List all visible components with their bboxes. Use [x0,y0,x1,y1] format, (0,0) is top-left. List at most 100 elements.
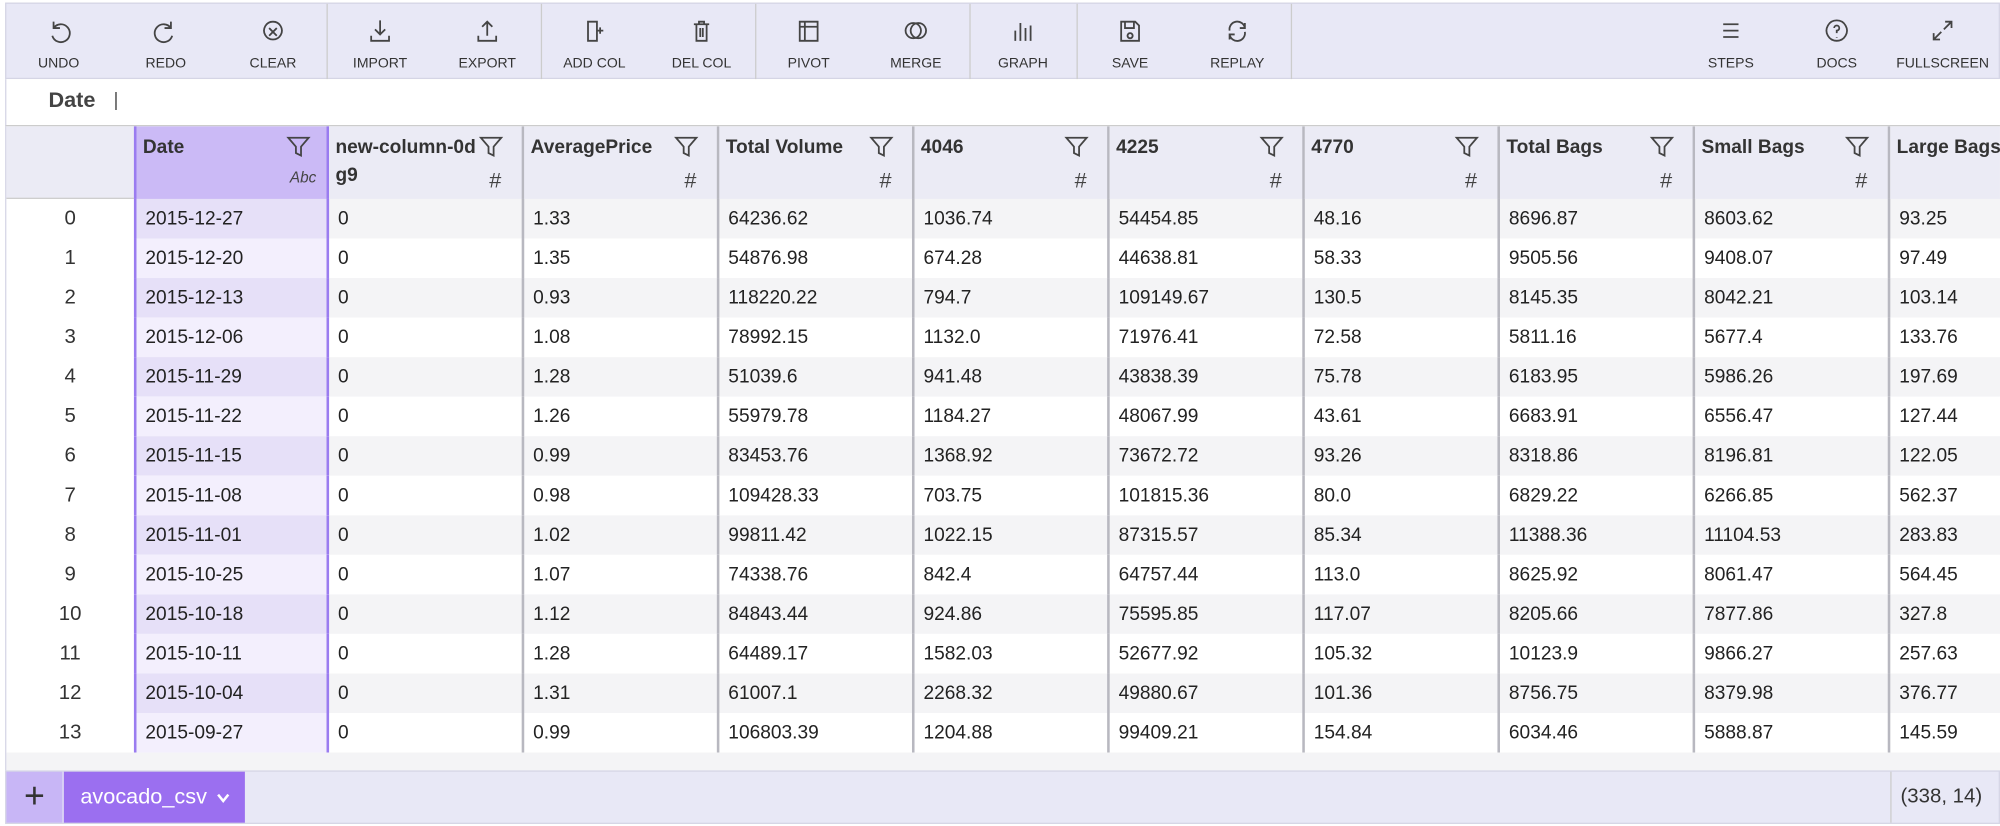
table-cell[interactable]: 99811.42 [719,515,915,555]
filter-icon[interactable] [1259,134,1285,160]
toolbar-button[interactable]: STEPS [1677,8,1784,77]
table-cell[interactable]: 8756.75 [1500,673,1696,714]
table-cell[interactable]: 51039.6 [719,357,915,397]
table-cell[interactable]: 6034.46 [1500,713,1696,753]
table-cell[interactable]: 2015-12-06 [133,317,330,358]
table-cell[interactable]: 2015-10-11 [133,633,330,674]
table-cell[interactable]: 6556.47 [1695,396,1891,437]
table-cell[interactable]: 0 [329,475,525,516]
table-cell[interactable]: 49880.67 [1110,673,1305,714]
table-cell[interactable]: 105.32 [1305,633,1500,674]
table-cell[interactable]: 0 [329,713,525,753]
table-cell[interactable]: 0 [329,594,525,634]
table-cell[interactable]: 99409.21 [1110,713,1305,753]
toolbar-button[interactable]: PIVOT [755,8,862,77]
table-cell[interactable]: 133.76 [1890,318,2000,358]
column-header[interactable]: Total Bags # [1499,126,1696,199]
table-cell[interactable]: 9866.27 [1695,633,1891,674]
table-cell[interactable]: 145.59 [1890,713,2000,753]
table-cell[interactable]: 154.84 [1305,713,1500,753]
table-cell[interactable]: 83453.76 [719,436,915,476]
table-cell[interactable]: 71976.41 [1110,317,1305,358]
table-cell[interactable]: 1.12 [524,594,720,634]
table-cell[interactable]: 8042.21 [1695,278,1891,318]
table-cell[interactable]: 327.8 [1890,594,2000,634]
table-cell[interactable]: 6683.91 [1500,396,1696,437]
table-cell[interactable]: 109149.67 [1110,278,1305,318]
table-cell[interactable]: 48067.99 [1110,396,1305,437]
table-cell[interactable]: 2015-11-29 [133,357,330,397]
table-cell[interactable]: 0.99 [524,713,720,753]
column-header[interactable]: Small Bags # [1695,126,1891,199]
toolbar-button[interactable]: DEL COL [648,8,755,77]
table-cell[interactable]: 122.05 [1890,436,2000,476]
table-cell[interactable]: 8196.81 [1695,436,1891,476]
table-cell[interactable]: 113.0 [1305,554,1500,595]
table-cell[interactable]: 1036.74 [915,198,1110,239]
table-cell[interactable]: 2015-11-22 [133,396,330,437]
table-cell[interactable]: 8205.66 [1500,594,1696,634]
filter-icon[interactable] [286,134,312,160]
table-cell[interactable]: 117.07 [1305,594,1500,634]
table-cell[interactable]: 5888.87 [1695,713,1891,753]
table-cell[interactable]: 197.69 [1890,357,2000,397]
column-header[interactable]: 4225 # [1109,126,1305,199]
table-cell[interactable]: 6829.22 [1500,475,1696,516]
table-cell[interactable]: 78992.15 [719,317,915,358]
table-cell[interactable]: 842.4 [915,554,1110,595]
table-cell[interactable]: 1184.27 [915,396,1110,437]
table-cell[interactable]: 11388.36 [1500,515,1696,555]
table-cell[interactable]: 0 [329,357,525,397]
table-cell[interactable]: 1.02 [524,515,720,555]
table-cell[interactable]: 1.33 [524,198,720,239]
table-cell[interactable]: 0 [329,198,525,239]
filter-icon[interactable] [869,134,895,160]
table-cell[interactable]: 1.28 [524,357,720,397]
toolbar-button[interactable]: FULLSCREEN [1889,8,1996,77]
table-cell[interactable]: 109428.33 [719,475,915,516]
table-cell[interactable]: 101.36 [1305,673,1500,714]
column-header[interactable]: Total Volume # [719,126,915,199]
table-cell[interactable]: 87315.57 [1110,515,1305,555]
table-cell[interactable]: 64236.62 [719,198,915,239]
table-cell[interactable]: 283.83 [1890,515,2000,555]
table-cell[interactable]: 2015-11-08 [133,475,330,516]
table-cell[interactable]: 1.31 [524,673,720,714]
filter-icon[interactable] [1064,134,1090,160]
table-cell[interactable]: 1.35 [524,238,720,279]
table-cell[interactable]: 2015-11-01 [133,515,330,555]
filter-icon[interactable] [1649,134,1675,160]
sheet-tab[interactable]: avocado_csv [63,771,245,823]
table-cell[interactable]: 54454.85 [1110,198,1305,239]
column-header[interactable]: Date Abc [133,126,330,199]
toolbar-button[interactable]: GRAPH [969,8,1076,77]
table-cell[interactable]: 0 [329,278,525,318]
table-cell[interactable]: 2015-12-13 [133,278,330,318]
table-cell[interactable]: 1.26 [524,396,720,437]
table-cell[interactable]: 794.7 [915,278,1110,318]
table-cell[interactable]: 2015-09-27 [133,713,330,753]
column-header[interactable]: 4770 # [1304,126,1500,199]
table-cell[interactable]: 8696.87 [1500,198,1696,239]
column-header[interactable]: new-column-0dg9 # [329,126,525,199]
table-cell[interactable]: 93.25 [1890,199,2000,239]
toolbar-button[interactable]: DOCS [1783,8,1890,77]
table-cell[interactable]: 43.61 [1305,396,1500,437]
table-cell[interactable]: 2015-11-15 [133,436,330,476]
table-cell[interactable]: 8318.86 [1500,436,1696,476]
table-cell[interactable]: 0 [329,673,525,714]
table-cell[interactable]: 924.86 [915,594,1110,634]
toolbar-button[interactable]: UNDO [5,8,112,77]
table-cell[interactable]: 1204.88 [915,713,1110,753]
filter-icon[interactable] [478,134,504,160]
table-cell[interactable]: 44638.81 [1110,238,1305,279]
add-sheet-button[interactable]: + [6,771,63,823]
table-cell[interactable]: 52677.92 [1110,633,1305,674]
table-cell[interactable]: 101815.36 [1110,475,1305,516]
filter-icon[interactable] [1454,134,1480,160]
table-cell[interactable]: 85.34 [1305,515,1500,555]
table-cell[interactable]: 6183.95 [1500,357,1696,397]
table-cell[interactable]: 103.14 [1890,278,2000,318]
table-cell[interactable]: 11104.53 [1695,515,1891,555]
table-cell[interactable]: 6266.85 [1695,475,1891,516]
